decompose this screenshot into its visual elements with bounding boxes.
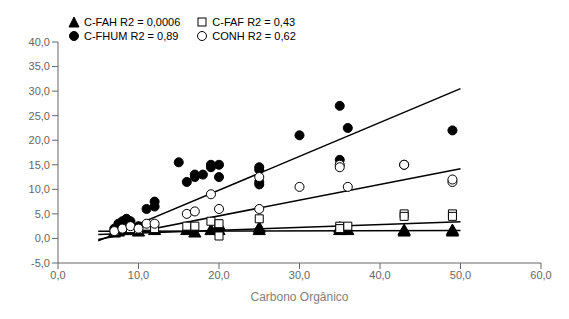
svg-text:30,0: 30,0: [289, 269, 310, 281]
svg-text:40,0: 40,0: [369, 269, 390, 281]
html-text:C-FHUM R2 = 0,89: C-FHUM R2 = 0,89: [84, 30, 179, 42]
html-text:CONH R2 = 0,62: CONH R2 = 0,62: [212, 30, 296, 42]
svg-text:20,0: 20,0: [29, 134, 50, 146]
svg-text:10,0: 10,0: [29, 183, 50, 195]
svg-text:50,0: 50,0: [450, 269, 471, 281]
svg-text:20,0: 20,0: [208, 269, 229, 281]
html-text:C-FAF R2 = 0,43: C-FAF R2 = 0,43: [212, 16, 296, 28]
svg-text:30,0: 30,0: [29, 85, 50, 97]
svg-text:0,0: 0,0: [35, 232, 50, 244]
html-text:C-FAH R2 = 0,0006: C-FAH R2 = 0,0006: [84, 16, 181, 28]
svg-text:Carbono Orgânico: Carbono Orgânico: [250, 290, 348, 304]
svg-text:0,0: 0,0: [50, 269, 65, 281]
svg-text:40,0: 40,0: [29, 36, 50, 48]
svg-text:10,0: 10,0: [128, 269, 149, 281]
svg-text:15,0: 15,0: [29, 159, 50, 171]
svg-text:60,0: 60,0: [530, 269, 551, 281]
svg-text:25,0: 25,0: [29, 110, 50, 122]
svg-text:35,0: 35,0: [29, 60, 50, 72]
svg-text:5,0: 5,0: [35, 208, 50, 220]
svg-text:-5,0: -5,0: [31, 257, 50, 269]
